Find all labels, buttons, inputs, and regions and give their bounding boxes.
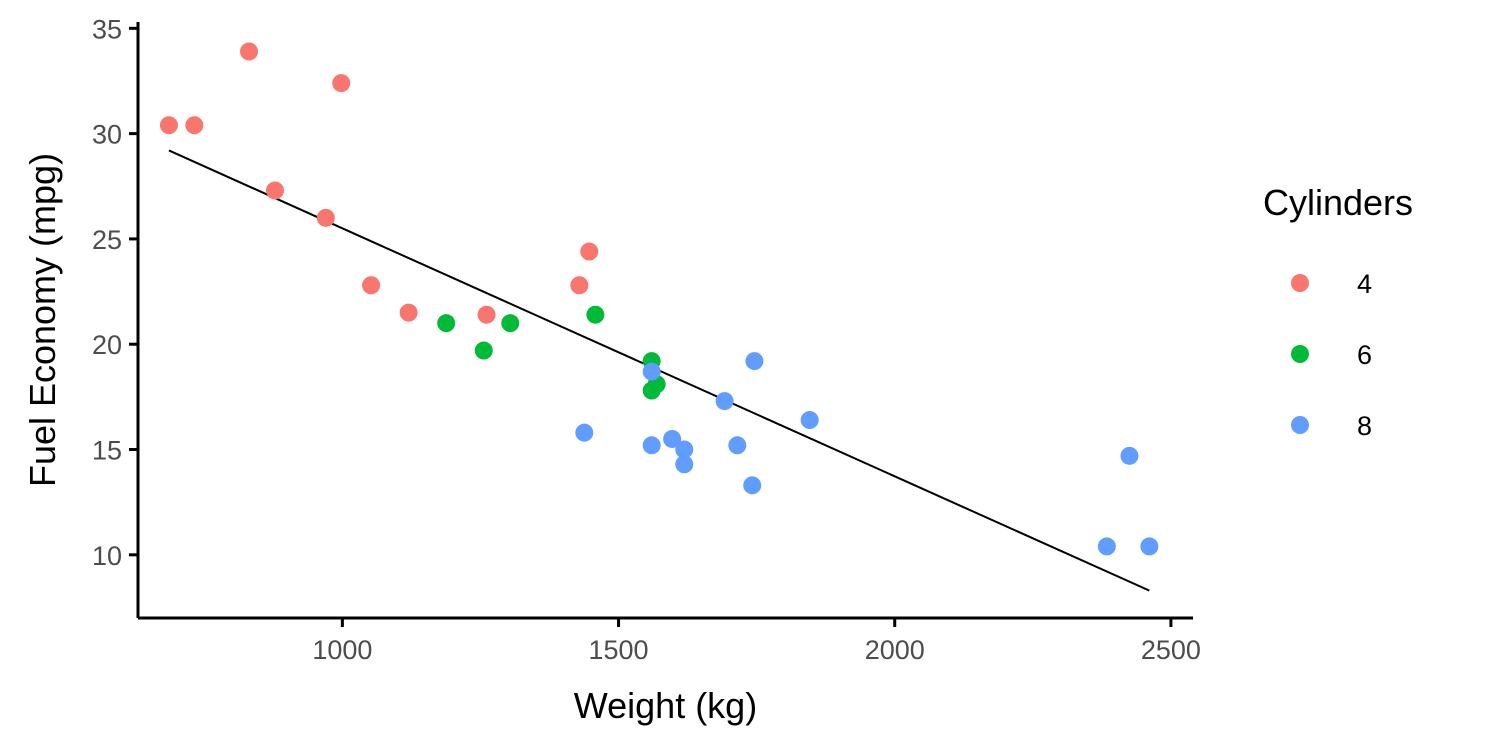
data-point: [159, 116, 178, 135]
y-tick-label: 30: [92, 120, 122, 150]
data-point: [1120, 446, 1139, 465]
data-point: [1097, 537, 1116, 556]
legend-key-4: [1291, 274, 1309, 292]
data-point: [1140, 537, 1159, 556]
y-tick-label: 25: [92, 225, 122, 255]
data-point: [586, 305, 605, 324]
data-point: [743, 476, 762, 495]
plot-area: [159, 42, 1159, 592]
data-point: [362, 276, 381, 295]
series-8-cyl: [575, 352, 1159, 556]
data-point: [715, 392, 734, 411]
y-tick-label: 15: [92, 436, 122, 466]
y-axis-title: Fuel Economy (mpg): [22, 153, 63, 487]
x-tick-label: 1000: [312, 635, 372, 665]
data-point: [745, 352, 764, 371]
data-point: [185, 116, 204, 135]
legend-items: 4 6 8: [1291, 269, 1372, 441]
data-point: [474, 341, 493, 360]
data-point: [642, 436, 661, 455]
data-point: [642, 362, 661, 381]
x-tick-label: 2500: [1141, 635, 1201, 665]
x-axis-title: Weight (kg): [574, 685, 757, 726]
data-point: [570, 276, 589, 295]
data-point: [437, 314, 456, 333]
y-tick-label: 10: [92, 541, 122, 571]
x-tick-label: 2000: [865, 635, 925, 665]
series-4-cyl: [159, 42, 599, 324]
data-point: [240, 42, 259, 61]
data-point: [399, 303, 418, 322]
y-tick-label: 20: [92, 330, 122, 360]
data-point: [800, 411, 819, 430]
x-axis-ticks: 1000 1500 2000 2500: [312, 618, 1201, 665]
data-point: [675, 455, 694, 474]
legend-key-8: [1291, 416, 1309, 434]
data-point: [728, 436, 747, 455]
data-point: [675, 440, 694, 459]
data-point: [663, 429, 682, 448]
data-point: [332, 74, 351, 93]
series-6-cyl: [437, 305, 666, 400]
legend-label-8: 8: [1357, 411, 1372, 441]
legend: Cylinders 4 6 8: [1263, 182, 1413, 441]
y-tick-label: 35: [92, 14, 122, 44]
data-point: [501, 314, 520, 333]
legend-title: Cylinders: [1263, 182, 1413, 223]
data-point: [580, 242, 599, 261]
data-point: [575, 423, 594, 442]
data-point: [265, 181, 284, 200]
legend-label-4: 4: [1357, 269, 1372, 299]
x-tick-label: 1500: [589, 635, 649, 665]
legend-key-6: [1291, 345, 1309, 363]
data-point: [477, 305, 496, 324]
y-axis-ticks: 10 15 20 25 30 35: [92, 14, 138, 571]
data-point: [316, 208, 335, 227]
legend-label-6: 6: [1357, 340, 1372, 370]
